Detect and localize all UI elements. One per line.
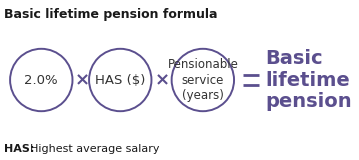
- Text: ×: ×: [74, 71, 89, 89]
- Text: Basic lifetime pension formula: Basic lifetime pension formula: [4, 8, 218, 21]
- Ellipse shape: [10, 49, 73, 111]
- Text: Basic
lifetime
pension: Basic lifetime pension: [266, 49, 352, 111]
- Text: HAS:: HAS:: [4, 144, 35, 154]
- Text: ×: ×: [155, 71, 170, 89]
- Ellipse shape: [89, 49, 151, 111]
- Text: 2.0%: 2.0%: [24, 73, 58, 87]
- Text: Highest average salary: Highest average salary: [30, 144, 160, 154]
- Text: Pensionable
service
(years): Pensionable service (years): [167, 59, 238, 101]
- Ellipse shape: [172, 49, 234, 111]
- Text: HAS ($): HAS ($): [95, 73, 145, 87]
